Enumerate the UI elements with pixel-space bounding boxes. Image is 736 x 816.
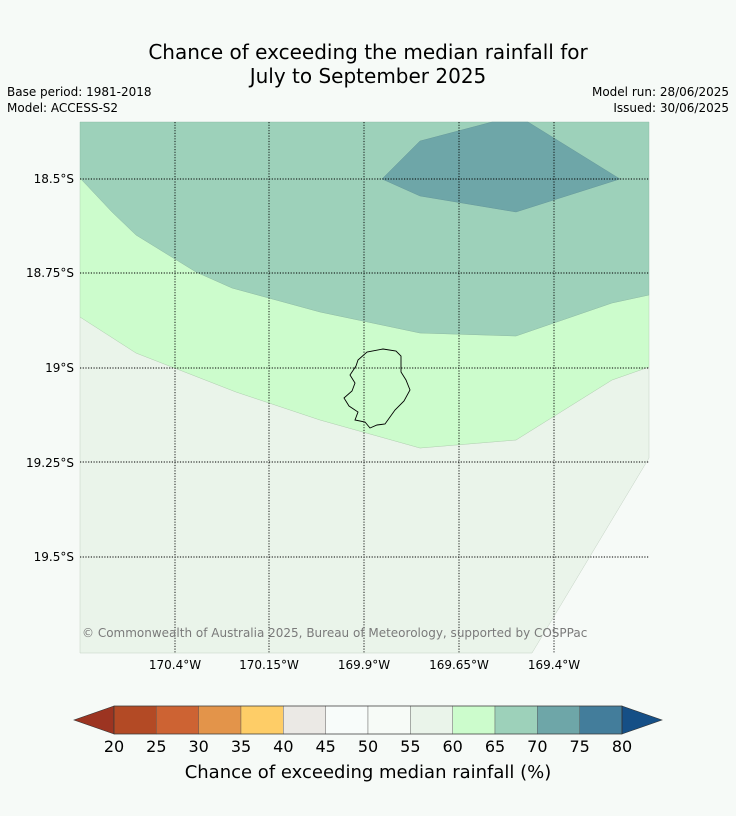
colorbar-over-triangle bbox=[622, 706, 662, 734]
colorbar-segment bbox=[495, 706, 537, 734]
colorbar-tick-label: 45 bbox=[306, 737, 346, 756]
colorbar-segment bbox=[326, 706, 368, 734]
colorbar-tick-label: 65 bbox=[475, 737, 515, 756]
colorbar-tick-label: 20 bbox=[94, 737, 134, 756]
lon-label: 170.4°W bbox=[130, 658, 220, 672]
colorbar-segment bbox=[537, 706, 579, 734]
colorbar-segment bbox=[410, 706, 452, 734]
copyright-text: © Commonwealth of Australia 2025, Bureau… bbox=[82, 626, 587, 640]
colorbar-segment bbox=[241, 706, 283, 734]
lon-label: 169.65°W bbox=[414, 658, 504, 672]
colorbar-tick-label: 70 bbox=[517, 737, 557, 756]
colorbar-tick-label: 80 bbox=[602, 737, 642, 756]
colorbar-tick-label: 50 bbox=[348, 737, 388, 756]
colorbar-segment bbox=[368, 706, 410, 734]
colorbar-segment bbox=[114, 706, 156, 734]
colorbar-tick-label: 30 bbox=[179, 737, 219, 756]
colorbar-segment bbox=[580, 706, 622, 734]
colorbar-tick-label: 60 bbox=[433, 737, 473, 756]
colorbar-tick-label: 35 bbox=[221, 737, 261, 756]
colorbar-segment bbox=[283, 706, 325, 734]
colorbar-under-triangle bbox=[74, 706, 114, 734]
colorbar-tick-label: 55 bbox=[390, 737, 430, 756]
colorbar-segment bbox=[453, 706, 495, 734]
colorbar-tick-label: 75 bbox=[560, 737, 600, 756]
colorbar-segment bbox=[199, 706, 241, 734]
lon-label: 169.9°W bbox=[319, 658, 409, 672]
lat-label: 19.25°S bbox=[4, 456, 74, 470]
colorbar-tick-label: 25 bbox=[136, 737, 176, 756]
colorbar-segment bbox=[156, 706, 198, 734]
colorbar-label: Chance of exceeding median rainfall (%) bbox=[0, 762, 736, 783]
lon-label: 170.15°W bbox=[224, 658, 314, 672]
lat-label: 19.5°S bbox=[4, 550, 74, 564]
lon-label: 169.4°W bbox=[509, 658, 599, 672]
lat-label: 19°S bbox=[4, 361, 74, 375]
colorbar-tick-label: 40 bbox=[263, 737, 303, 756]
lat-label: 18.75°S bbox=[4, 266, 74, 280]
lat-label: 18.5°S bbox=[4, 172, 74, 186]
